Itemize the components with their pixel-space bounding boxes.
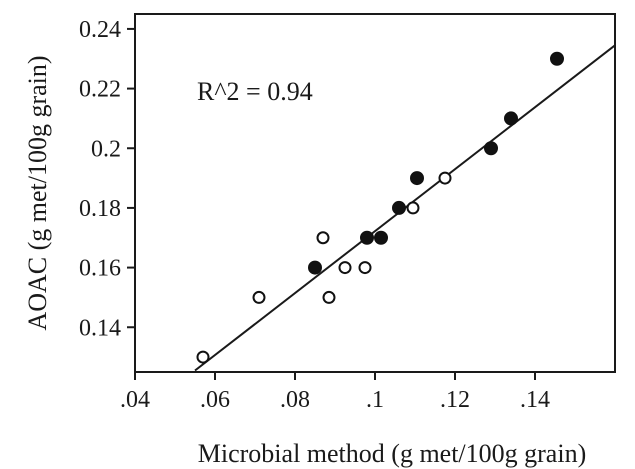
- x-tick-label: .12: [440, 387, 470, 413]
- y-tick-label: 0.2: [91, 136, 121, 162]
- filled-data-point: [392, 200, 406, 215]
- x-tick-label: .06: [200, 387, 230, 413]
- open-data-point: [322, 290, 336, 304]
- y-axis-ticks: 0.14 0.16 0.18 0.2 0.22 0.24: [79, 17, 135, 341]
- x-tick-label: .04: [120, 387, 150, 413]
- y-tick-label: 0.18: [79, 196, 121, 222]
- r-squared-annotation: R^2 = 0.94: [197, 77, 313, 106]
- y-tick-label: 0.14: [79, 315, 121, 341]
- x-tick-label: .08: [280, 387, 310, 413]
- x-tick-label: .14: [520, 387, 550, 413]
- points-layer: [196, 51, 564, 364]
- y-tick-label: 0.22: [79, 77, 121, 103]
- open-data-point: [252, 290, 266, 304]
- x-axis-title: Microbial method (g met/100g grain): [198, 439, 586, 468]
- filled-data-point: [360, 230, 374, 245]
- y-tick-label: 0.24: [79, 17, 121, 43]
- open-data-point: [196, 350, 210, 364]
- filled-data-point: [550, 51, 564, 66]
- open-data-point: [358, 261, 372, 275]
- x-axis-ticks: .04 .06 .08 .1 .12 .14: [120, 372, 550, 413]
- open-data-point: [438, 171, 452, 185]
- filled-data-point: [374, 230, 388, 245]
- y-axis-title: AOAC (g met/100g grain): [23, 55, 52, 330]
- x-tick-label: .1: [366, 387, 384, 413]
- filled-data-point: [308, 260, 322, 275]
- filled-data-point: [484, 141, 498, 156]
- open-data-point: [316, 231, 330, 245]
- open-data-point: [406, 201, 420, 215]
- filled-data-point: [504, 111, 518, 126]
- filled-data-point: [410, 171, 424, 186]
- plot-frame: [134, 13, 616, 373]
- open-data-point: [338, 261, 352, 275]
- y-tick-label: 0.16: [79, 256, 121, 282]
